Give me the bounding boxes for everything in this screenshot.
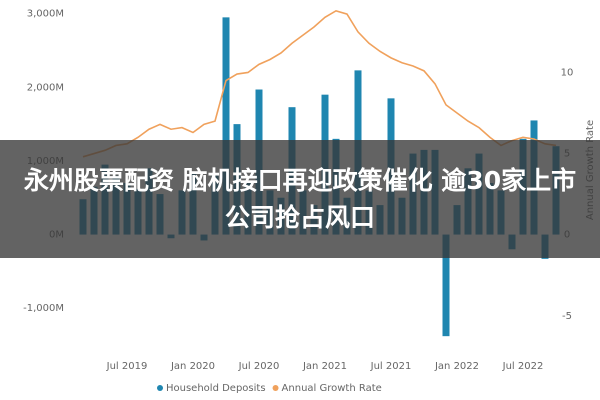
y2-tick-label: 10 [561, 67, 574, 78]
bar [442, 234, 450, 337]
x-tick-label: Jan 2021 [302, 361, 347, 372]
bar [222, 17, 230, 235]
headline: 永州股票配资 脑机接口再迎政策催化 逾30家上市公司抢占风口 [23, 166, 577, 232]
x-tick-label: Jul 2020 [238, 361, 280, 372]
legend-label: Annual Growth Rate [282, 383, 382, 394]
y-tick-label: 3,000M [27, 9, 64, 20]
line [82, 9, 557, 158]
y-tick-label: 2,000M [27, 82, 64, 93]
x-tick-label: Jul 2022 [502, 361, 544, 372]
legend-label: Household Deposits [166, 383, 266, 394]
x-tick-label: Jan 2022 [434, 361, 479, 372]
y-tick-label: -1,000M [23, 303, 64, 314]
legend-marker [157, 385, 163, 391]
x-tick-label: Jul 2021 [370, 361, 412, 372]
legend-marker [272, 385, 279, 391]
headline-banner: 永州股票配资 脑机接口再迎政策催化 逾30家上市公司抢占风口 [0, 140, 600, 258]
y2-tick-label: -5 [562, 311, 572, 322]
x-tick-label: Jan 2020 [170, 361, 215, 372]
x-tick-label: Jul 2019 [106, 361, 148, 372]
